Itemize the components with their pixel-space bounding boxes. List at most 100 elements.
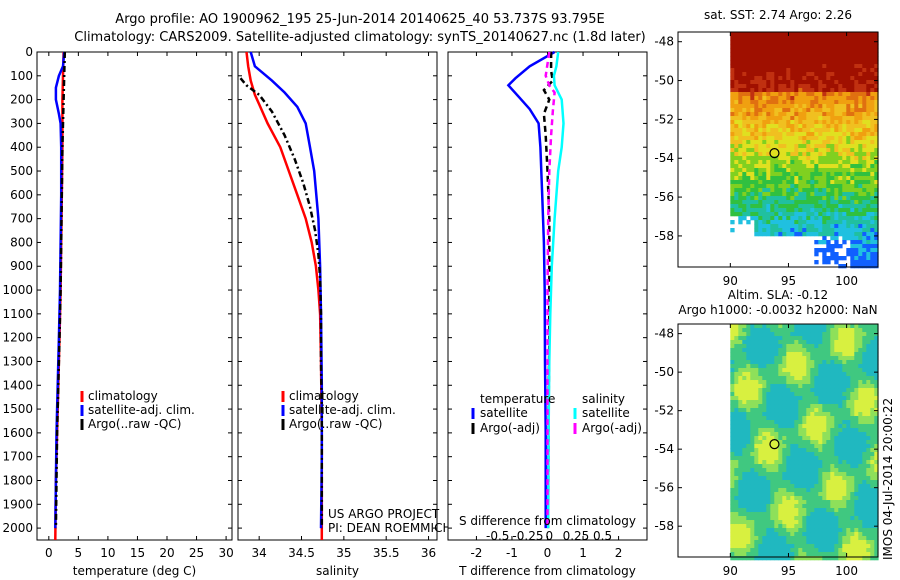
map-cell [734, 484, 739, 489]
map-cell [842, 380, 847, 385]
map-cell [842, 512, 847, 517]
map-x-tick-label: 95 [781, 564, 796, 578]
map-cell [850, 476, 855, 481]
map-cell [782, 332, 787, 337]
map-cell [814, 88, 819, 93]
map-cell [806, 460, 811, 465]
map-cell [758, 356, 763, 361]
map-cell [754, 476, 759, 481]
map-cell [778, 396, 783, 401]
map-cell [838, 148, 843, 153]
map-cell [818, 388, 823, 393]
map-cell [814, 440, 819, 445]
map-cell [750, 204, 755, 209]
map-cell [774, 368, 779, 373]
map-cell [782, 228, 787, 233]
map-cell [786, 96, 791, 101]
map-cell [806, 140, 811, 145]
map-cell [766, 128, 771, 133]
map-cell [730, 544, 735, 549]
map-cell [746, 544, 751, 549]
map-cell [794, 220, 799, 225]
map-cell [818, 232, 823, 237]
map-cell [774, 544, 779, 549]
map-cell [730, 68, 735, 73]
map-cell [806, 72, 811, 77]
map-cell [850, 412, 855, 417]
map-cell [774, 92, 779, 97]
map-cell [822, 40, 827, 45]
map-cell [738, 156, 743, 161]
map-cell [794, 408, 799, 413]
map-cell [830, 464, 835, 469]
map-cell [802, 448, 807, 453]
map-cell [862, 456, 867, 461]
map-cell [834, 372, 839, 377]
map-cell [798, 444, 803, 449]
map-cell [734, 168, 739, 173]
map-cell [830, 456, 835, 461]
top-axis-label: S difference from climatology [459, 514, 636, 528]
map-cell [738, 144, 743, 149]
map-cell [754, 416, 759, 421]
map-cell [826, 228, 831, 233]
map-cell [778, 352, 783, 357]
map-cell [802, 196, 807, 201]
map-cell [814, 472, 819, 477]
map-cell [790, 476, 795, 481]
map-cell [866, 36, 871, 41]
map-cell [734, 176, 739, 181]
map-cell [802, 492, 807, 497]
map-cell [802, 444, 807, 449]
map-cell [846, 236, 851, 241]
map-cell [814, 540, 819, 545]
map-cell [874, 240, 879, 245]
map-cell [810, 164, 815, 169]
map-cell [730, 40, 735, 45]
map-cell [866, 120, 871, 125]
map-cell [818, 188, 823, 193]
map-cell [810, 420, 815, 425]
map-cell [826, 428, 831, 433]
map-cell [870, 232, 875, 237]
map-y-tick-label: -48 [654, 327, 674, 341]
map-cell [846, 184, 851, 189]
map-cell [790, 76, 795, 81]
map-cell [766, 156, 771, 161]
map-cell [850, 400, 855, 405]
map-cell [838, 96, 843, 101]
map-cell [774, 108, 779, 113]
map-cell [874, 216, 879, 221]
map-cell [786, 536, 791, 541]
map-cell [866, 332, 871, 337]
map-cell [766, 204, 771, 209]
map-cell [766, 464, 771, 469]
map-cell [806, 172, 811, 177]
map-cell [866, 256, 871, 261]
map-cell [862, 224, 867, 229]
map-cell [802, 120, 807, 125]
map-cell [858, 160, 863, 165]
map-cell [842, 336, 847, 341]
map-cell [822, 392, 827, 397]
map-cell [874, 264, 879, 269]
map-cell [818, 392, 823, 397]
map-cell [774, 232, 779, 237]
map-cell [746, 80, 751, 85]
map-cell [802, 140, 807, 145]
map-cell [782, 528, 787, 533]
map-cell [810, 360, 815, 365]
map-cell [786, 516, 791, 521]
map-cell [782, 132, 787, 137]
map-cell [738, 376, 743, 381]
map-cell [782, 344, 787, 349]
map-cell [814, 36, 819, 41]
map-cell [786, 448, 791, 453]
map-cell [734, 72, 739, 77]
map-cell [758, 96, 763, 101]
map-cell [842, 228, 847, 233]
map-cell [834, 216, 839, 221]
map-cell [782, 376, 787, 381]
map-cell [846, 112, 851, 117]
map-cell [798, 152, 803, 157]
